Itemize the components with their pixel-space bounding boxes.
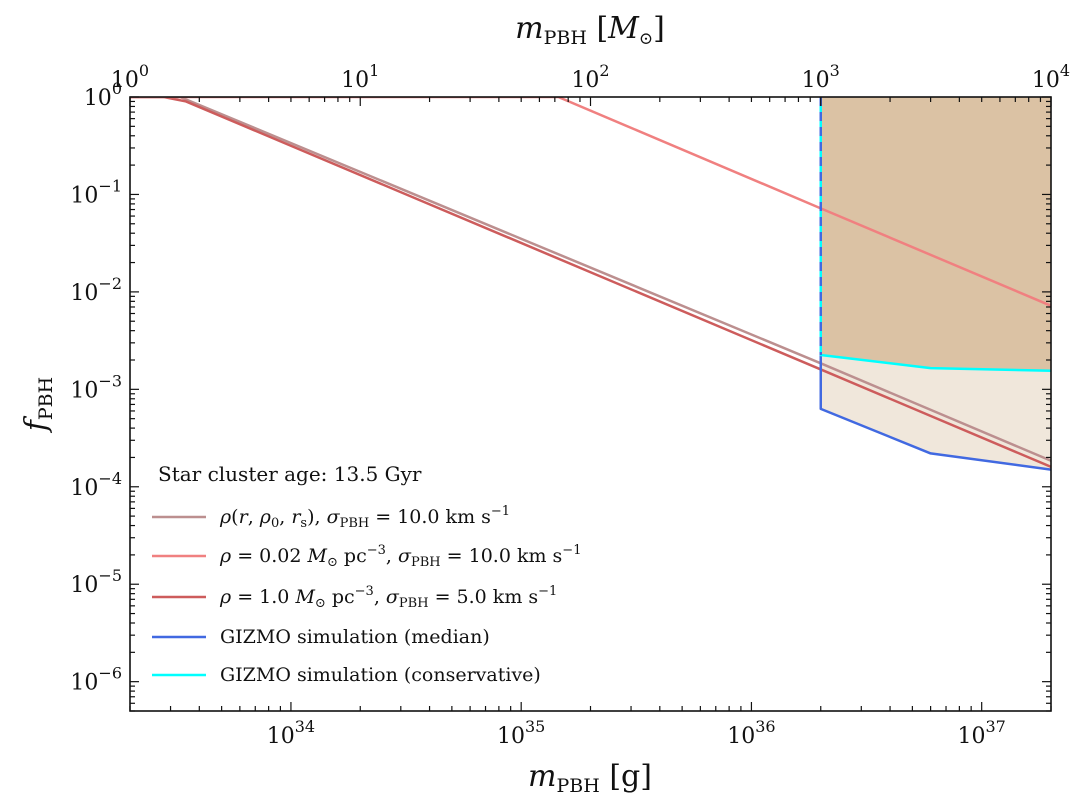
x-axis-title: mPBH [g]	[528, 759, 652, 797]
legend-label: ρ = 1.0 M⊙ pc−3, σPBH = 5.0 km s−1	[219, 584, 557, 611]
legend-item-gizmo-conservative: GIZMO simulation (conservative)	[152, 664, 541, 686]
y-tick-label: 10−5	[70, 566, 122, 598]
legend-label: GIZMO simulation (median)	[220, 626, 490, 648]
y-axis-title: fPBH	[19, 377, 57, 433]
legend-label: GIZMO simulation (conservative)	[220, 664, 541, 686]
x2-tick-label: 103	[802, 61, 840, 93]
x2-tick-label: 104	[1032, 61, 1070, 93]
legend: Star cluster age: 13.5 Gyr ρ(r, ρ0, rs),…	[152, 462, 581, 686]
x2-axis-title: mPBH [M⊙]	[515, 11, 665, 49]
region-conservative-excluded	[820, 97, 1051, 371]
y-tick-label: 10−4	[70, 469, 122, 501]
legend-label: ρ = 0.02 M⊙ pc−3, σPBH = 10.0 km s−1	[219, 543, 581, 570]
y-tick-label: 10−1	[70, 176, 122, 208]
legend-item-rho-0.02: ρ = 0.02 M⊙ pc−3, σPBH = 10.0 km s−1	[152, 543, 581, 570]
y-tick-label: 10−6	[70, 664, 122, 696]
series-line-1	[130, 97, 1051, 307]
series-line-4	[819, 97, 1051, 373]
y-tick-label: 10−3	[70, 371, 122, 403]
series-line-0	[130, 97, 1051, 462]
x2-tick-label: 102	[571, 61, 609, 93]
legend-item-gizmo-median: GIZMO simulation (median)	[152, 626, 490, 648]
x-tick-label: 1037	[958, 717, 1006, 749]
y-tick-label: 10−2	[70, 274, 122, 306]
axis-ticks	[129, 96, 1052, 712]
legend-item-rho-1.0: ρ = 1.0 M⊙ pc−3, σPBH = 5.0 km s−1	[152, 584, 557, 611]
x2-tick-label: 101	[341, 61, 379, 93]
x2-tick-label: 100	[111, 61, 149, 93]
legend-item-rho-profile: ρ(r, ρ0, rs), σPBH = 10.0 km s−1	[152, 504, 510, 531]
series-lines	[130, 97, 1051, 471]
plot-frame	[129, 96, 1052, 712]
legend-title: Star cluster age: 13.5 Gyr	[158, 462, 422, 486]
legend-label: ρ(r, ρ0, rs), σPBH = 10.0 km s−1	[219, 504, 510, 531]
x-tick-label: 1034	[267, 717, 315, 749]
series-line-2	[130, 97, 1051, 469]
shaded-regions	[820, 97, 1051, 470]
tick-labels: 1034 1035 1036 1037 100 101 102 103 104 100 10−1 10…	[70, 61, 1070, 749]
y-tick-label: 100	[84, 79, 122, 111]
x-tick-label: 1035	[497, 717, 545, 749]
x-tick-label: 1036	[727, 717, 775, 749]
